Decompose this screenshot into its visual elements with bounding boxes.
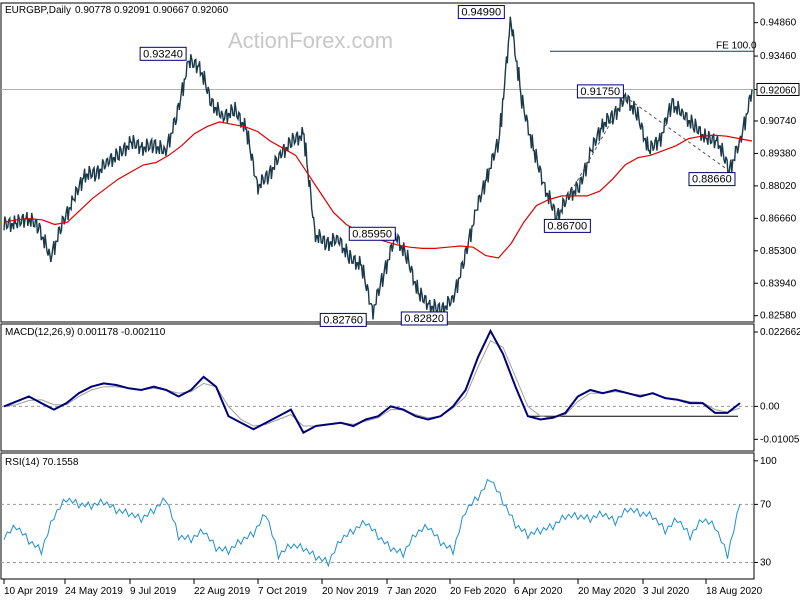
annotation-label: 0.82820 <box>404 313 444 325</box>
annotation-label: 0.93240 <box>143 48 183 60</box>
macd-series <box>3 328 741 434</box>
annotation-box <box>348 226 396 241</box>
price-y-tick-label: 0.86660 <box>760 213 797 224</box>
x-tick-label: 20 Nov 2019 <box>322 586 379 597</box>
price-header-open: 0.90778 <box>75 5 112 16</box>
x-tick-label: 10 Apr 2019 <box>4 586 58 597</box>
macd-y-tick-label: -0.010052 <box>760 434 800 445</box>
price-y-tick-label: 0.82580 <box>760 311 797 322</box>
price-y-tick-label: 0.88020 <box>760 181 797 192</box>
annotation-label: 0.82760 <box>323 314 363 326</box>
watermark: ActionForex.com <box>228 28 393 53</box>
price-header-symbol: EURGBP,Daily <box>5 5 71 16</box>
macd-y-tick-label: 0.022662 <box>760 327 800 338</box>
annotation-label: 0.88660 <box>692 174 732 186</box>
x-tick-label: 6 Apr 2020 <box>514 586 563 597</box>
current-price-label: 0.92060 <box>760 85 797 96</box>
x-tick-label: 7 Oct 2019 <box>258 586 307 597</box>
rsi-plot <box>1 478 754 568</box>
x-tick-label: 3 Jul 2020 <box>643 586 690 597</box>
rsi-y-tick-label: 100 <box>760 456 777 467</box>
rsi-y-tick-label: 30 <box>760 557 772 568</box>
rsi-panel <box>0 452 755 580</box>
price-y-tick-label: 0.83940 <box>760 278 797 289</box>
price-series <box>3 16 753 320</box>
annotation-label: 0.91750 <box>580 86 620 98</box>
x-tick-label: 24 May 2019 <box>65 586 123 597</box>
price-y-tick-label: 0.93460 <box>760 51 797 62</box>
rsi-series <box>3 478 741 568</box>
x-tick-label: 18 Aug 2020 <box>706 586 763 597</box>
price-y-tick-label: 0.94860 <box>760 18 797 29</box>
annotation-box <box>576 84 624 99</box>
axes: 0.94860 0.93460 0.92060 0.90740 0.89380 0.880… <box>3 18 800 597</box>
price-header-close: 0.92060 <box>192 5 229 16</box>
x-tick-label: 22 Aug 2019 <box>194 586 251 597</box>
x-tick-label: 20 Feb 2020 <box>450 586 507 597</box>
x-tick-label: 20 May 2020 <box>578 586 636 597</box>
annotation-label: 0.85950 <box>352 228 392 240</box>
rsi-header: RSI(14) 70.1558 <box>5 457 79 468</box>
annotation-box <box>400 311 448 326</box>
x-tick-label: 9 Jul 2019 <box>130 586 177 597</box>
annotation-box <box>457 5 505 20</box>
macd-panel <box>0 323 755 452</box>
x-tick-label: 7 Jan 2020 <box>387 586 437 597</box>
annotation-box <box>543 218 591 233</box>
price-y-tick-label: 0.85300 <box>760 246 797 257</box>
macd-header: MACD(12,26,9) 0.001178 -0.002110 <box>5 327 166 338</box>
annotation-box <box>688 172 736 187</box>
price-header-low: 0.90667 <box>153 5 190 16</box>
price-plot: FE 100.0 0.93240 0.94990 0.91750 0.85950 0.86… <box>1 5 757 327</box>
annotation-label: 0.94990 <box>461 7 501 19</box>
current-price-box <box>756 82 800 96</box>
annotation-label: 0.86700 <box>547 220 587 232</box>
macd-plot <box>1 328 754 434</box>
rsi-y-tick-label: 70 <box>760 499 772 510</box>
fe-100-label: FE 100.0 <box>716 40 757 51</box>
annotation-box <box>319 312 367 327</box>
projection-lines <box>555 96 730 218</box>
price-header-high: 0.92091 <box>114 5 151 16</box>
macd-y-tick-label: 0.00 <box>760 401 780 412</box>
price-y-tick-label: 0.89380 <box>760 148 797 159</box>
annotation-box <box>139 46 187 61</box>
price-y-tick-label: 0.90740 <box>760 116 797 127</box>
